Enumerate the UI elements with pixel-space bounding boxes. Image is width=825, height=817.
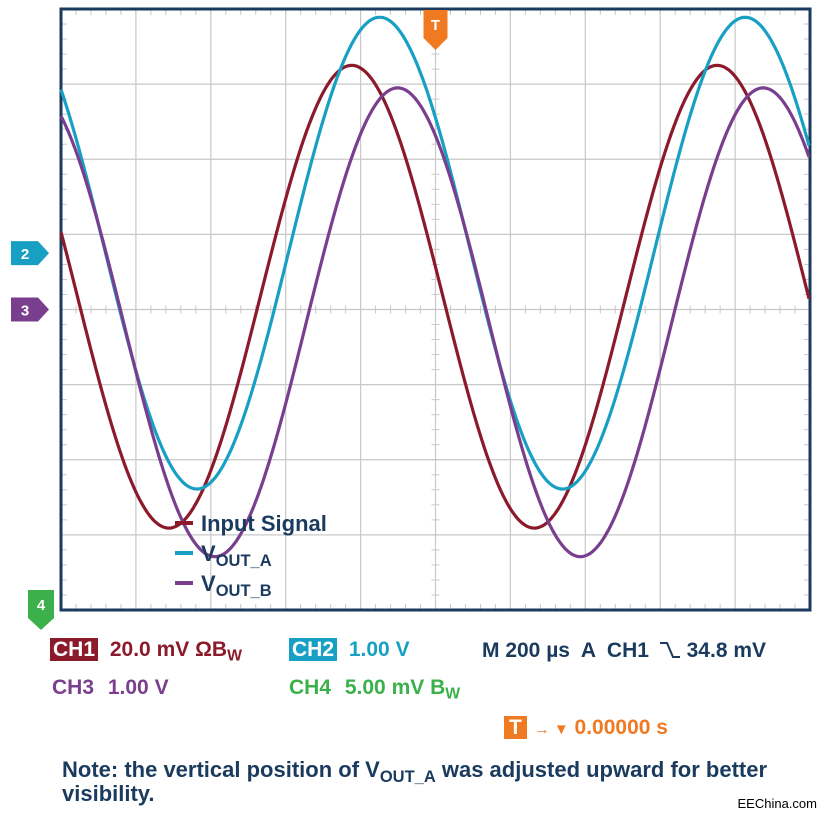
timebase-readout: M 200 µs A CH1 34.8 mV <box>482 640 766 661</box>
legend-label-vout-a: VOUT_A <box>201 541 272 570</box>
ch4-readout: CH4 5.00 mV BW <box>289 676 461 703</box>
ch1-badge: CH1 <box>50 638 99 661</box>
ch4-scale: 5.00 mV BW <box>344 676 461 703</box>
graticule-frame <box>59 7 812 612</box>
ch4-marker-label: 4 <box>37 597 46 614</box>
trigger-arrow-icon: → ▼ <box>534 721 569 738</box>
trigger-marker-label: T <box>431 17 440 34</box>
trace-ch1 <box>59 63 811 530</box>
falling-edge-icon <box>659 642 680 658</box>
ch2-readout: CH2 1.00 V <box>289 638 410 661</box>
graticule-grid <box>59 7 812 612</box>
ch1-scale: 20.0 mV ΩBW <box>109 638 242 665</box>
trace-ch2 <box>59 15 811 491</box>
legend-swatch-ch1 <box>175 521 193 526</box>
ch2-badge: CH2 <box>289 638 338 661</box>
ch2-scale: 1.00 V <box>348 638 410 661</box>
waveform-traces <box>59 15 811 559</box>
note-text: Note: the vertical position of VOUT_A wa… <box>62 757 768 807</box>
ch1-readout: CH1 20.0 mV ΩBW <box>50 638 242 665</box>
legend-label-input-signal: Input Signal <box>201 511 327 536</box>
legend-swatch-ch2 <box>175 551 193 556</box>
ch3-marker-label: 3 <box>21 303 29 320</box>
trigger-position-marker <box>423 10 448 50</box>
trigger-time-value: 0.00000 s <box>574 716 668 739</box>
legend-item-input-signal: Input Signal <box>175 511 327 537</box>
legend-swatch-ch3 <box>175 581 193 586</box>
legend-item-vout-b: VOUT_B <box>175 571 272 600</box>
ch3-scale: 1.00 V <box>107 676 169 699</box>
ch4-position-marker <box>28 590 54 630</box>
ch2-position-marker <box>11 241 49 266</box>
legend-item-vout-a: VOUT_A <box>175 541 272 570</box>
trace-ch3 <box>59 86 811 559</box>
ch4-label: CH4 <box>289 676 332 699</box>
trigger-badge: T <box>504 716 527 739</box>
ch3-readout: CH3 1.00 V <box>52 677 169 698</box>
trigger-position-readout: T → ▼ 0.00000 s <box>504 716 668 739</box>
timebase-value: M 200 µs A CH1 <box>482 639 649 662</box>
watermark: EEChina.com <box>737 796 817 811</box>
oscilloscope-display: T 2 3 4 <box>11 7 812 630</box>
legend-label-vout-b: VOUT_B <box>201 571 272 600</box>
ch3-position-marker <box>11 297 49 322</box>
ch2-marker-label: 2 <box>21 246 29 263</box>
ch3-label: CH3 <box>52 676 95 699</box>
trigger-level-value: 34.8 mV <box>686 639 767 662</box>
channel-markers: T 2 3 4 <box>11 10 448 630</box>
